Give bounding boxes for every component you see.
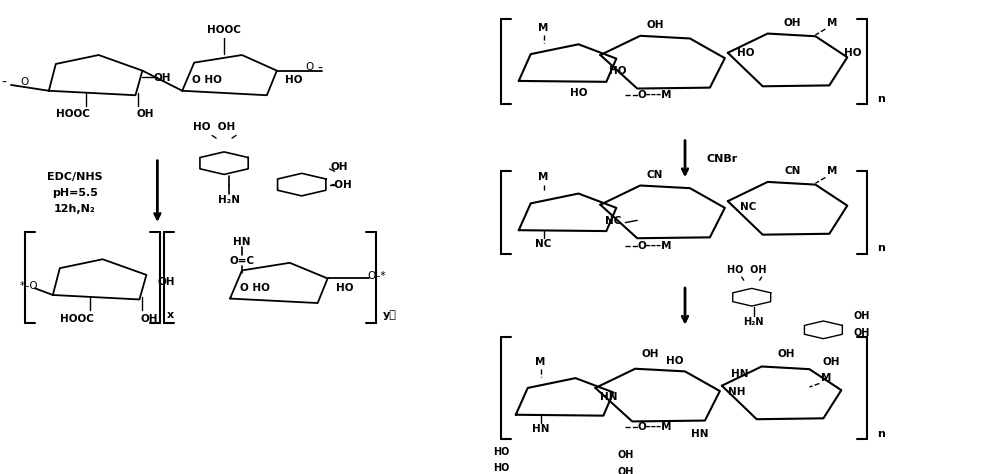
- Text: *–O: *–O: [20, 281, 38, 291]
- Text: OH: OH: [331, 162, 348, 172]
- Text: -: -: [317, 62, 322, 75]
- Text: HO: HO: [844, 48, 861, 58]
- Text: HN: HN: [600, 392, 617, 402]
- Text: HO: HO: [609, 66, 626, 76]
- Text: HO  OH: HO OH: [193, 121, 235, 131]
- Text: H₂N: H₂N: [743, 317, 764, 327]
- Text: HO  OH: HO OH: [727, 264, 766, 274]
- Text: OH: OH: [784, 18, 801, 28]
- Text: HO: HO: [285, 75, 303, 85]
- Text: OH: OH: [641, 349, 659, 359]
- Text: n: n: [877, 429, 885, 439]
- Text: NC: NC: [605, 216, 622, 226]
- Text: y或: y或: [382, 310, 396, 320]
- Text: O–––M: O–––M: [638, 422, 672, 432]
- Text: NC: NC: [535, 239, 552, 249]
- Text: H₂N: H₂N: [218, 195, 240, 205]
- Text: NC: NC: [740, 202, 756, 212]
- Text: OH: OH: [158, 277, 175, 287]
- Text: n: n: [877, 243, 885, 253]
- Text: -: -: [2, 76, 6, 90]
- Text: M: M: [538, 173, 549, 182]
- Text: n: n: [877, 94, 885, 104]
- Text: HOOC: HOOC: [60, 314, 94, 324]
- Text: HO: HO: [493, 464, 509, 474]
- Text: M: M: [535, 357, 546, 367]
- Text: x: x: [167, 310, 174, 320]
- Text: O–––M: O–––M: [638, 90, 672, 100]
- Text: O–*: O–*: [367, 271, 386, 281]
- Text: O HO: O HO: [192, 75, 222, 85]
- Text: O HO: O HO: [240, 283, 270, 293]
- Text: HOOC: HOOC: [56, 109, 90, 119]
- Text: CN: CN: [647, 170, 663, 180]
- Text: M: M: [821, 373, 832, 383]
- Text: OH: OH: [617, 450, 633, 460]
- Text: OH: OH: [853, 311, 869, 321]
- Text: O: O: [21, 77, 29, 87]
- Text: -OH: -OH: [331, 180, 352, 190]
- Text: OH: OH: [823, 357, 840, 367]
- Text: CNBr: CNBr: [706, 154, 737, 164]
- Text: pH=5.5: pH=5.5: [52, 188, 98, 198]
- Text: O–––M: O–––M: [638, 241, 672, 251]
- Text: O: O: [306, 62, 314, 72]
- Text: HN: HN: [233, 237, 251, 247]
- Text: OH: OH: [137, 109, 154, 119]
- Text: M: M: [538, 23, 549, 33]
- Text: OH: OH: [646, 20, 664, 30]
- Text: OH: OH: [141, 314, 158, 324]
- Text: HO: HO: [493, 447, 509, 457]
- Text: O=C: O=C: [229, 255, 255, 265]
- Text: HOOC: HOOC: [207, 25, 241, 35]
- Text: HN: HN: [532, 424, 549, 434]
- Text: HN: HN: [731, 369, 749, 379]
- Text: M: M: [827, 166, 838, 176]
- Text: HO: HO: [336, 283, 353, 293]
- Text: OH: OH: [617, 467, 633, 474]
- Text: M: M: [827, 18, 838, 28]
- Text: HO: HO: [737, 48, 754, 58]
- Text: OH: OH: [154, 73, 171, 83]
- Text: 12h,N₂: 12h,N₂: [54, 204, 96, 214]
- Text: HO: HO: [666, 356, 684, 366]
- Text: OH: OH: [853, 328, 869, 338]
- Text: EDC/NHS: EDC/NHS: [47, 172, 103, 182]
- Text: NH: NH: [728, 386, 746, 397]
- Text: HO: HO: [570, 89, 587, 99]
- Text: CN: CN: [784, 166, 801, 176]
- Text: HN: HN: [691, 429, 709, 439]
- Text: OH: OH: [778, 349, 795, 359]
